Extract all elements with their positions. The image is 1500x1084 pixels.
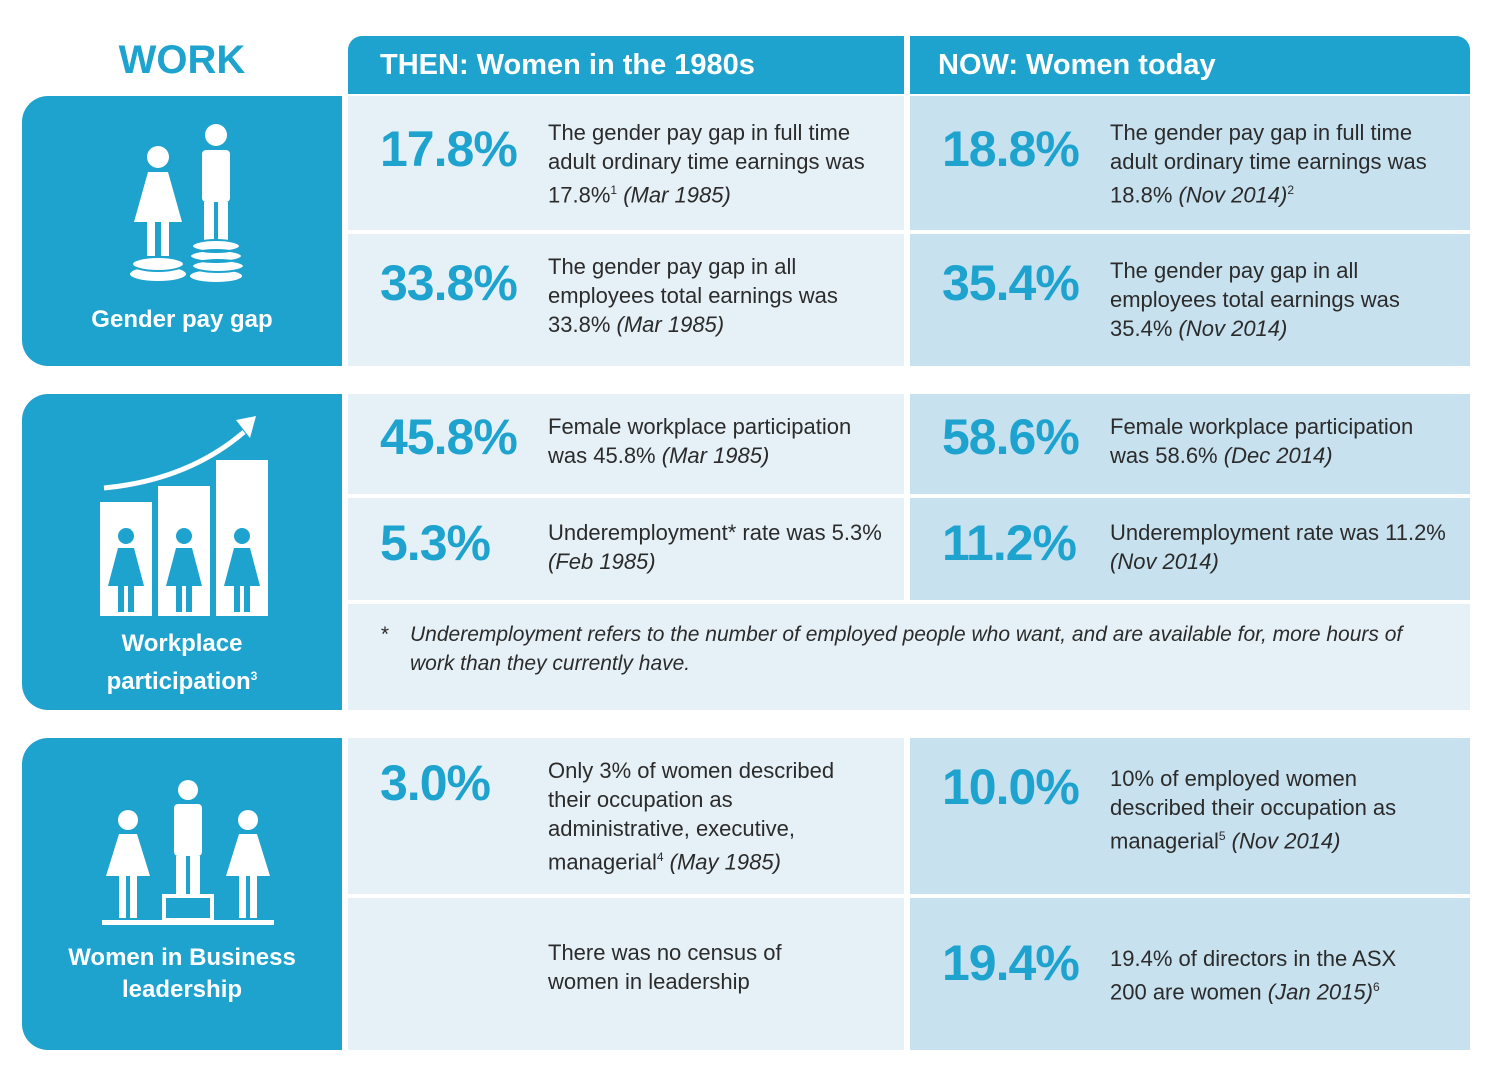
section-pay-gap-label-panel: Gender pay gap (22, 96, 342, 366)
stat-value: 18.8% (942, 121, 1080, 177)
stat-description: The gender pay gap in full time adult or… (1110, 120, 1427, 208)
section-participation-label-panel: Workplace participation3 (22, 394, 342, 710)
stat-description: The gender pay gap in full time adult or… (548, 120, 865, 208)
section-participation-label: Workplace participation3 (106, 630, 258, 695)
pay-gap-people-coins-icon (130, 124, 245, 282)
stat-value: 35.4% (942, 255, 1080, 311)
stat-value: 11.2% (942, 515, 1077, 571)
leadership-row1-now: 10.0% 10% of employed women described th… (910, 738, 1470, 894)
stat-value: 19.4% (942, 935, 1080, 991)
participation-row2-then: 5.3% Underemployment* rate was 5.3% (Feb… (348, 498, 904, 600)
participation-row1-now: 58.6% Female workplace participation was… (910, 394, 1470, 494)
header-then: THEN: Women in the 1980s (348, 36, 904, 94)
stat-value: 45.8% (380, 409, 518, 465)
footnote-text: Underemployment refers to the number of … (410, 623, 1403, 675)
stat-value: 33.8% (380, 255, 518, 311)
footnote-marker: * (380, 623, 389, 646)
leadership-row1-then: 3.0% Only 3% of women described their oc… (348, 738, 904, 894)
section-pay-gap-label: Gender pay gap (91, 306, 273, 333)
stat-value: 5.3% (380, 515, 491, 571)
rising-bar-chart-women-icon (100, 416, 268, 616)
participation-row2-now: 11.2% Underemployment rate was 11.2% (No… (910, 498, 1470, 600)
stat-value: 17.8% (380, 121, 518, 177)
stat-description: Only 3% of women described their occupat… (548, 758, 835, 875)
stat-value: 3.0% (380, 755, 491, 811)
leadership-row2-then: There was no census of women in leadersh… (348, 898, 904, 1050)
stat-description: The gender pay gap in all employees tota… (548, 254, 838, 337)
pay-gap-row1-now: 18.8% The gender pay gap in full time ad… (910, 96, 1470, 230)
page-title: WORK (118, 38, 246, 82)
section-leadership-label: Women in Business leadership (68, 944, 296, 1003)
stat-description: Female workplace participation was 45.8%… (548, 414, 852, 468)
leadership-row2-now: 19.4% 19.4% of directors in the ASX 200 … (910, 898, 1470, 1050)
stat-description: 19.4% of directors in the ASX 200 are wo… (1110, 946, 1397, 1005)
stat-description: The gender pay gap in all employees tota… (1110, 258, 1400, 341)
stat-value: 58.6% (942, 409, 1080, 465)
stat-description: Underemployment* rate was 5.3% (Feb 1985… (548, 520, 882, 574)
pay-gap-row1-then: 17.8% The gender pay gap in full time ad… (348, 96, 904, 230)
stat-description: 10% of employed women described their oc… (1110, 766, 1397, 854)
pay-gap-row2-now: 35.4% The gender pay gap in all employee… (910, 234, 1470, 366)
stat-value: 10.0% (942, 759, 1080, 815)
underemployment-footnote: * Underemployment refers to the number o… (348, 604, 1470, 710)
stat-description: Female workplace participation was 58.6%… (1110, 414, 1414, 468)
podium-people-icon (102, 780, 274, 925)
pay-gap-row2-then: 33.8% The gender pay gap in all employee… (348, 234, 904, 366)
stat-description: There was no census of women in leadersh… (548, 940, 782, 994)
stat-description: Underemployment rate was 11.2% (Nov 2014… (1110, 520, 1446, 574)
header-now: NOW: Women today (910, 36, 1470, 94)
section-leadership-label-panel: Women in Business leadership (22, 738, 342, 1050)
participation-row1-then: 45.8% Female workplace participation was… (348, 394, 904, 494)
